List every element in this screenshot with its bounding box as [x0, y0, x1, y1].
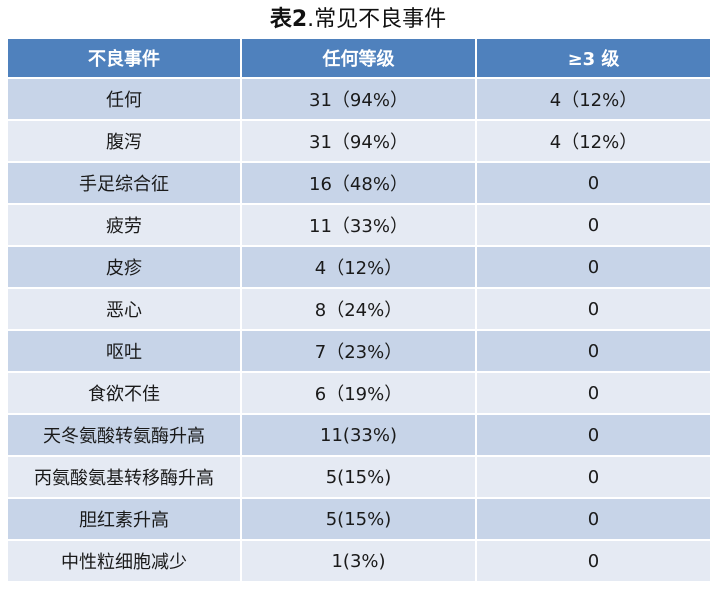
table-row: 天冬氨酸转氨酶升高 11(33%) 0 [6, 413, 712, 457]
cell-any-grade: 5(15%) [240, 455, 477, 499]
cell-grade-3-plus: 0 [475, 413, 712, 457]
cell-event-name: 胆红素升高 [6, 497, 242, 541]
cell-any-grade: 4（12%） [240, 245, 477, 289]
cell-any-grade: 1(3%) [240, 539, 477, 583]
cell-event-name: 丙氨酸氨基转移酶升高 [6, 455, 242, 499]
table-row: 任何 31（94%） 4（12%） [6, 77, 712, 121]
cell-grade-3-plus: 0 [475, 539, 712, 583]
table-row: 食欲不佳 6（19%） 0 [6, 371, 712, 415]
table-row: 腹泻 31（94%） 4（12%） [6, 119, 712, 163]
table-row: 呕吐 7（23%） 0 [6, 329, 712, 373]
cell-grade-3-plus: 0 [475, 161, 712, 205]
cell-any-grade: 16（48%） [240, 161, 477, 205]
cell-event-name: 中性粒细胞减少 [6, 539, 242, 583]
table-title: 表2.常见不良事件 [0, 4, 716, 36]
cell-grade-3-plus: 0 [475, 203, 712, 247]
table-number: 表2 [269, 7, 308, 32]
column-header-event: 不良事件 [6, 37, 242, 79]
cell-grade-3-plus: 0 [475, 455, 712, 499]
table-row: 疲劳 11（33%） 0 [6, 203, 712, 247]
cell-any-grade: 8（24%） [240, 287, 477, 331]
table-row: 手足综合征 16（48%） 0 [6, 161, 712, 205]
cell-grade-3-plus: 0 [475, 497, 712, 541]
table-row: 中性粒细胞减少 1(3%) 0 [6, 539, 712, 583]
column-header-any-grade: 任何等级 [240, 37, 477, 79]
cell-any-grade: 6（19%） [240, 371, 477, 415]
adverse-events-table: 不良事件 任何等级 ≥3 级 任何 31（94%） 4（12%） 腹泻 31（94%） 4… [6, 37, 712, 583]
cell-any-grade: 31（94%） [240, 77, 477, 121]
cell-any-grade: 7（23%） [240, 329, 477, 373]
table-row: 丙氨酸氨基转移酶升高 5(15%) 0 [6, 455, 712, 499]
cell-event-name: 天冬氨酸转氨酶升高 [6, 413, 242, 457]
cell-event-name: 手足综合征 [6, 161, 242, 205]
table-row: 胆红素升高 5(15%) 0 [6, 497, 712, 541]
table-caption: .常见不良事件 [307, 7, 447, 32]
cell-event-name: 恶心 [6, 287, 242, 331]
table-body: 任何 31（94%） 4（12%） 腹泻 31（94%） 4（12%） 手足综合征 16（48… [6, 77, 712, 583]
header-row: 不良事件 任何等级 ≥3 级 [6, 37, 712, 79]
cell-event-name: 任何 [6, 77, 242, 121]
cell-grade-3-plus: 0 [475, 371, 712, 415]
cell-any-grade: 31（94%） [240, 119, 477, 163]
cell-any-grade: 11（33%） [240, 203, 477, 247]
column-header-grade-3-plus: ≥3 级 [475, 37, 712, 79]
cell-grade-3-plus: 4（12%） [475, 119, 712, 163]
cell-event-name: 皮疹 [6, 245, 242, 289]
cell-event-name: 呕吐 [6, 329, 242, 373]
cell-any-grade: 5(15%) [240, 497, 477, 541]
cell-grade-3-plus: 0 [475, 287, 712, 331]
cell-event-name: 疲劳 [6, 203, 242, 247]
cell-grade-3-plus: 0 [475, 245, 712, 289]
cell-event-name: 腹泻 [6, 119, 242, 163]
cell-event-name: 食欲不佳 [6, 371, 242, 415]
table-row: 皮疹 4（12%） 0 [6, 245, 712, 289]
cell-any-grade: 11(33%) [240, 413, 477, 457]
cell-grade-3-plus: 0 [475, 329, 712, 373]
cell-grade-3-plus: 4（12%） [475, 77, 712, 121]
table-row: 恶心 8（24%） 0 [6, 287, 712, 331]
